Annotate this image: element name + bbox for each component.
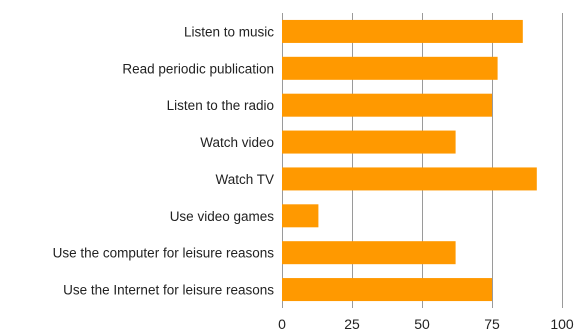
category-label: Listen to the radio bbox=[167, 98, 274, 113]
x-tick-label: 50 bbox=[414, 316, 430, 332]
x-tick-label: 75 bbox=[484, 316, 500, 332]
x-tick-label: 25 bbox=[344, 316, 360, 332]
category-label: Watch TV bbox=[215, 172, 274, 187]
x-tick-label: 0 bbox=[278, 316, 286, 332]
category-label: Use the Internet for leisure reasons bbox=[63, 283, 274, 298]
category-label: Use the computer for leisure reasons bbox=[53, 246, 275, 261]
bar bbox=[282, 130, 456, 154]
bar bbox=[282, 167, 537, 191]
category-label: Use video games bbox=[170, 209, 275, 224]
category-label: Read periodic publication bbox=[122, 61, 274, 76]
bar bbox=[282, 93, 492, 117]
bar bbox=[282, 278, 492, 302]
bar bbox=[282, 56, 498, 80]
x-tick-label: 100 bbox=[550, 316, 574, 332]
bar bbox=[282, 241, 456, 265]
category-label: Listen to music bbox=[184, 24, 274, 39]
category-label: Watch video bbox=[200, 135, 274, 150]
bar bbox=[282, 204, 319, 228]
bar bbox=[282, 19, 523, 43]
